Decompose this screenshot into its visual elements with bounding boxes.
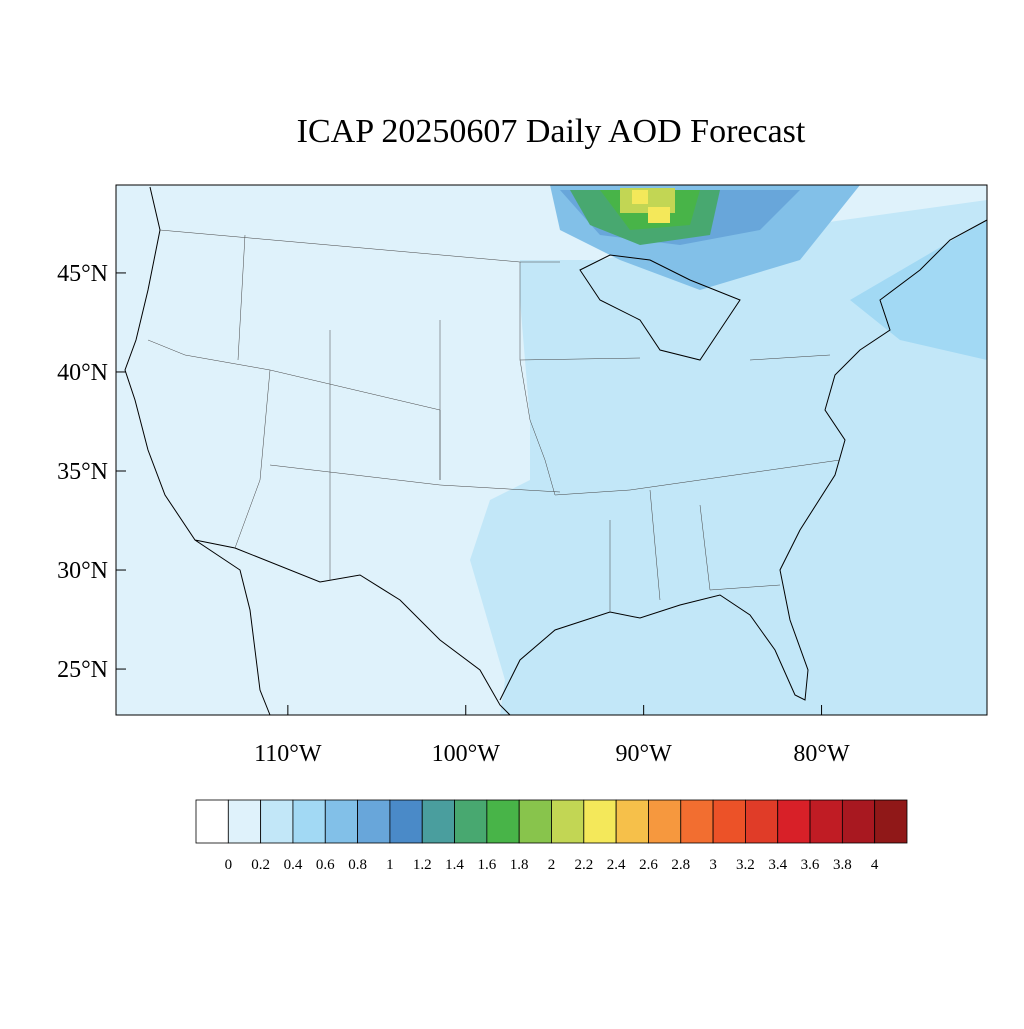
- colorbar-box: [454, 799, 488, 844]
- colorbar-label: 2: [548, 857, 556, 873]
- colorbar-box: [357, 799, 391, 844]
- colorbar-label: 0.4: [284, 857, 303, 873]
- colorbar-box: [745, 799, 779, 844]
- colorbar-box: [648, 799, 682, 844]
- colorbar-label: 2.6: [639, 857, 658, 873]
- aod-region: [850, 220, 987, 360]
- colorbar-label: 0.6: [316, 857, 335, 873]
- colorbar-box: [680, 799, 714, 844]
- lat-label: 35°N: [57, 459, 108, 485]
- lat-label: 30°N: [57, 558, 108, 584]
- colorbar-box: [809, 799, 843, 844]
- aod-region: [470, 200, 987, 715]
- colorbar-box: [260, 799, 294, 844]
- colorbar-label: 0.2: [251, 857, 270, 873]
- colorbar-label: 1: [386, 857, 394, 873]
- colorbar-label: 1.8: [510, 857, 529, 873]
- aod-region: [632, 190, 648, 204]
- colorbar-box: [777, 799, 811, 844]
- lon-label: 100°W: [432, 741, 501, 767]
- lon-label: 110°W: [254, 741, 322, 767]
- title: ICAP 20250607 Daily AOD Forecast: [297, 113, 806, 150]
- colorbar-box: [421, 799, 455, 844]
- colorbar-box: [874, 799, 908, 844]
- map-frame: [115, 184, 988, 716]
- colorbar-label: 2.2: [574, 857, 593, 873]
- lat-label: 45°N: [57, 261, 108, 287]
- colorbar-label: 1.4: [445, 857, 464, 873]
- colorbar-label: 2.4: [607, 857, 626, 873]
- lat-label: 40°N: [57, 360, 108, 386]
- colorbar-label: 2.8: [671, 857, 690, 873]
- colorbar-box: [324, 799, 358, 844]
- colorbar-label: 0.8: [348, 857, 367, 873]
- colorbar-box: [486, 799, 520, 844]
- colorbar-box: [712, 799, 746, 844]
- lon-label: 90°W: [616, 741, 673, 767]
- lon-label: 80°W: [793, 741, 850, 767]
- colorbar-box: [551, 799, 585, 844]
- colorbar-box: [583, 799, 617, 844]
- colorbar-label: 3.8: [833, 857, 852, 873]
- colorbar-box: [292, 799, 326, 844]
- lat-label: 25°N: [57, 657, 108, 683]
- map-lines: [124, 186, 988, 716]
- colorbar-label: 0: [225, 857, 233, 873]
- colorbar-box: [615, 799, 649, 844]
- colorbar-label: 3.6: [801, 857, 820, 873]
- colorbar-label: 1.6: [477, 857, 496, 873]
- colorbar-label: 4: [871, 857, 879, 873]
- aod-region: [648, 207, 670, 223]
- colorbar-label: 1.2: [413, 857, 432, 873]
- colorbar-label: 3: [709, 857, 717, 873]
- aod-field: [116, 185, 987, 715]
- colorbar-label: 3.4: [768, 857, 787, 873]
- colorbar-box: [389, 799, 423, 844]
- colorbar-label: 3.2: [736, 857, 755, 873]
- colorbar-box: [841, 799, 876, 844]
- colorbar-box: [518, 799, 552, 844]
- colorbar-box: [195, 799, 229, 844]
- colorbar-box: [227, 799, 262, 844]
